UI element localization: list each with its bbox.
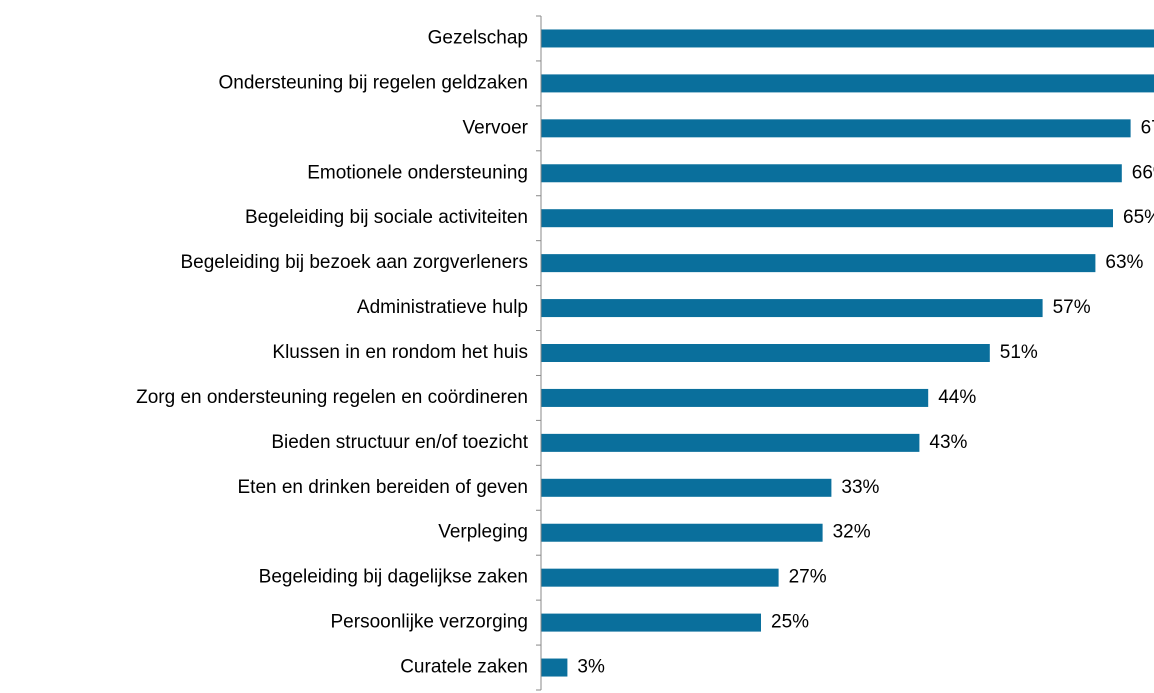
value-label: 32% xyxy=(833,522,871,543)
category-label: Curatele zaken xyxy=(400,657,528,678)
category-label: Gezelschap xyxy=(428,27,528,48)
value-label: 63% xyxy=(1105,252,1143,273)
value-label: 66% xyxy=(1132,162,1154,183)
value-label: 27% xyxy=(789,567,827,588)
category-label: Eten en drinken bereiden of geven xyxy=(238,477,529,498)
bar xyxy=(541,299,1043,318)
category-label: Emotionele ondersteuning xyxy=(307,162,528,183)
bar xyxy=(541,568,779,587)
value-label: 67% xyxy=(1141,117,1154,138)
category-label: Klussen in en rondom het huis xyxy=(272,342,528,363)
category-label: Begeleiding bij dagelijkse zaken xyxy=(259,567,528,588)
bar xyxy=(541,433,920,452)
value-label: 65% xyxy=(1123,207,1154,228)
bar xyxy=(541,29,1154,48)
bar xyxy=(541,164,1122,183)
bar xyxy=(541,119,1131,138)
value-label: 44% xyxy=(938,387,976,408)
category-label: Administratieve hulp xyxy=(357,297,528,318)
value-label: 33% xyxy=(841,477,879,498)
value-label: 43% xyxy=(929,432,967,453)
category-label: Vervoer xyxy=(463,117,529,138)
category-label: Begeleiding bij sociale activiteiten xyxy=(245,207,528,228)
category-label: Persoonlijke verzorging xyxy=(331,612,529,633)
bar xyxy=(541,658,568,677)
bar xyxy=(541,209,1113,228)
bar xyxy=(541,344,990,362)
bar xyxy=(541,613,761,632)
value-label: 25% xyxy=(771,612,809,633)
bar xyxy=(541,478,832,497)
value-label: 51% xyxy=(1000,342,1038,363)
category-label: Begeleiding bij bezoek aan zorgverleners xyxy=(180,252,528,273)
bar xyxy=(541,254,1096,273)
bar xyxy=(541,74,1154,93)
category-label: Bieden structuur en/of toezicht xyxy=(271,432,528,453)
bar xyxy=(541,388,929,407)
value-label: 57% xyxy=(1053,297,1091,318)
category-label: Ondersteuning bij regelen geldzaken xyxy=(219,72,529,93)
value-label: 3% xyxy=(577,657,605,678)
category-label: Verpleging xyxy=(438,522,528,543)
category-label: Zorg en ondersteuning regelen en coördin… xyxy=(136,387,528,408)
bar xyxy=(541,523,823,542)
